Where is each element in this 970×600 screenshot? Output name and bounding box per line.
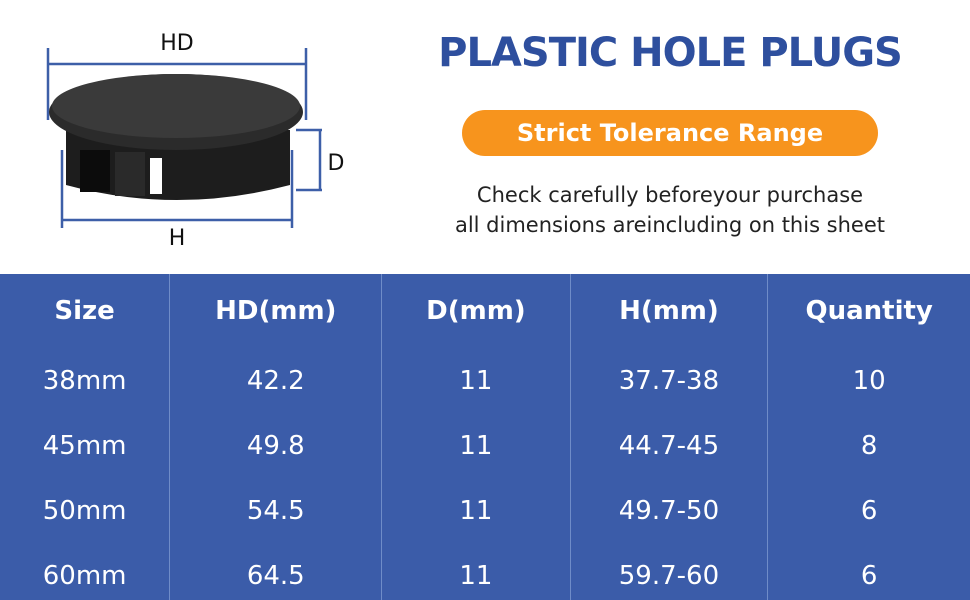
label-h: H bbox=[169, 226, 186, 251]
plug-diagram: HD D H bbox=[46, 31, 345, 251]
header-row: Size HD(mm) D(mm) H(mm) Quantity bbox=[0, 274, 970, 348]
title: PLASTIC HOLE PLUGS bbox=[438, 30, 903, 76]
column-header: Quantity bbox=[767, 274, 970, 348]
table-cell: 49.7-50 bbox=[569, 478, 768, 543]
label-d: D bbox=[328, 151, 345, 176]
column-header: HD(mm) bbox=[169, 274, 382, 348]
table-cell: 11 bbox=[381, 478, 570, 543]
table-body: 38mm 42.2 11 37.7-38 10 45mm 49.8 11 44.7-45 8 50m… bbox=[0, 348, 970, 600]
column-header: Size bbox=[54, 296, 115, 326]
table-cell: 64.5 bbox=[169, 543, 382, 600]
description-line: all dimensions areincluding on this shee… bbox=[454, 213, 886, 237]
table-cell: 54.5 bbox=[169, 478, 382, 543]
column-header: D(mm) bbox=[381, 274, 570, 348]
description-line: Check carefully beforeyour purchase bbox=[476, 183, 864, 207]
badge: Strict Tolerance Range bbox=[462, 110, 878, 156]
table-cell: 59.7-60 bbox=[569, 543, 768, 600]
table-row: 50mm 54.5 11 49.7-50 6 bbox=[0, 478, 970, 543]
table-cell: 8 bbox=[767, 413, 970, 478]
table-cell: 6 bbox=[767, 543, 970, 600]
table-cell: 38mm bbox=[42, 365, 127, 396]
table-cell: 11 bbox=[381, 348, 570, 413]
table-cell: 60mm bbox=[42, 560, 127, 591]
table-cell: 37.7-38 bbox=[569, 348, 768, 413]
table-cell: 44.7-45 bbox=[569, 413, 768, 478]
table-row: 45mm 49.8 11 44.7-45 8 bbox=[0, 413, 970, 478]
label-hd: HD bbox=[160, 31, 193, 56]
table-cell: 42.2 bbox=[169, 348, 382, 413]
table-cell: 49.8 bbox=[169, 413, 382, 478]
table-cell: 10 bbox=[767, 348, 970, 413]
table-cell: 11 bbox=[381, 543, 570, 600]
table-cell: 6 bbox=[767, 478, 970, 543]
table-row: 60mm 64.5 11 59.7-60 6 bbox=[0, 543, 970, 600]
table-row: 38mm 42.2 11 37.7-38 10 bbox=[0, 348, 970, 413]
table-cell: 50mm bbox=[42, 495, 127, 526]
spec-table: Size HD(mm) D(mm) H(mm) Quantity 38mm 42.2 11 37… bbox=[0, 274, 970, 600]
table-cell: 45mm bbox=[42, 430, 127, 461]
column-header: H(mm) bbox=[569, 274, 768, 348]
table-cell: 11 bbox=[381, 413, 570, 478]
